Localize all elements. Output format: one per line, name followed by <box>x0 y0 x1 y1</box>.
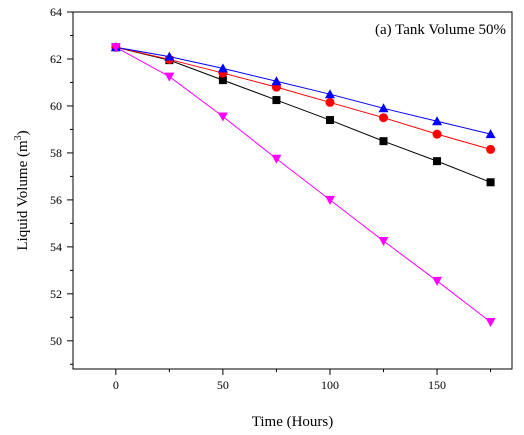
y-axis-title-superscript: 3 <box>13 135 24 140</box>
series-3-point-6 <box>432 276 443 286</box>
axis-ticks: 0 50 100 150 50 52 54 56 58 60 62 64 <box>50 5 492 392</box>
series-0-point-3 <box>272 96 281 105</box>
series-0-point-6 <box>433 157 442 166</box>
y-tick-label-6: 62 <box>50 52 62 66</box>
y-tick-label-4: 58 <box>50 146 62 160</box>
series-1-point-5 <box>379 113 389 123</box>
y-axis-title: Liquid Volume (m3) <box>13 130 31 250</box>
series-3-point-0 <box>110 43 121 53</box>
series-2-point-4 <box>324 89 335 99</box>
series-3-point-2 <box>217 112 228 122</box>
x-tick-label-1: 50 <box>217 378 229 392</box>
series-2-point-3 <box>271 76 282 86</box>
series-2-point-5 <box>378 103 389 113</box>
y-tick-label-3: 56 <box>50 193 62 207</box>
chart-annotation: (a) Tank Volume 50% <box>375 22 506 38</box>
x-tick-label-3: 150 <box>428 378 446 392</box>
y-tick-label-7: 64 <box>50 5 62 19</box>
series-3-point-4 <box>324 195 335 205</box>
y-tick-label-2: 54 <box>50 240 62 254</box>
series-layer <box>110 42 496 328</box>
x-tick-label-2: 100 <box>321 378 339 392</box>
y-axis-title-main: Liquid Volume (m <box>15 140 31 251</box>
y-tick-label-5: 60 <box>50 99 62 113</box>
x-axis-title: Time (Hours) <box>252 414 334 430</box>
series-0-point-5 <box>379 137 388 146</box>
series-2-point-7 <box>485 129 496 139</box>
series-1-point-4 <box>325 97 335 107</box>
y-axis-title-close: ) <box>15 130 31 135</box>
series-2-line <box>115 46 491 135</box>
series-0-point-7 <box>486 178 495 187</box>
series-2-point-2 <box>217 63 228 73</box>
plot-frame <box>72 11 513 370</box>
y-tick-label-0: 50 <box>50 334 62 348</box>
series-0-point-4 <box>325 116 334 125</box>
series-0-point-2 <box>218 76 227 85</box>
series-3-point-5 <box>378 236 389 246</box>
series-0-line <box>115 46 491 183</box>
series-2-point-1 <box>164 51 175 61</box>
y-tick-label-1: 52 <box>50 287 62 301</box>
x-tick-label-0: 0 <box>113 378 119 392</box>
series-3-point-3 <box>271 154 282 164</box>
series-3-line <box>115 46 491 323</box>
series-1-point-6 <box>432 129 442 139</box>
series-2-point-6 <box>432 116 443 126</box>
series-1-line <box>115 46 491 150</box>
series-3-point-7 <box>485 318 496 328</box>
series-3-point-1 <box>164 72 175 82</box>
series-1-point-7 <box>486 144 496 154</box>
